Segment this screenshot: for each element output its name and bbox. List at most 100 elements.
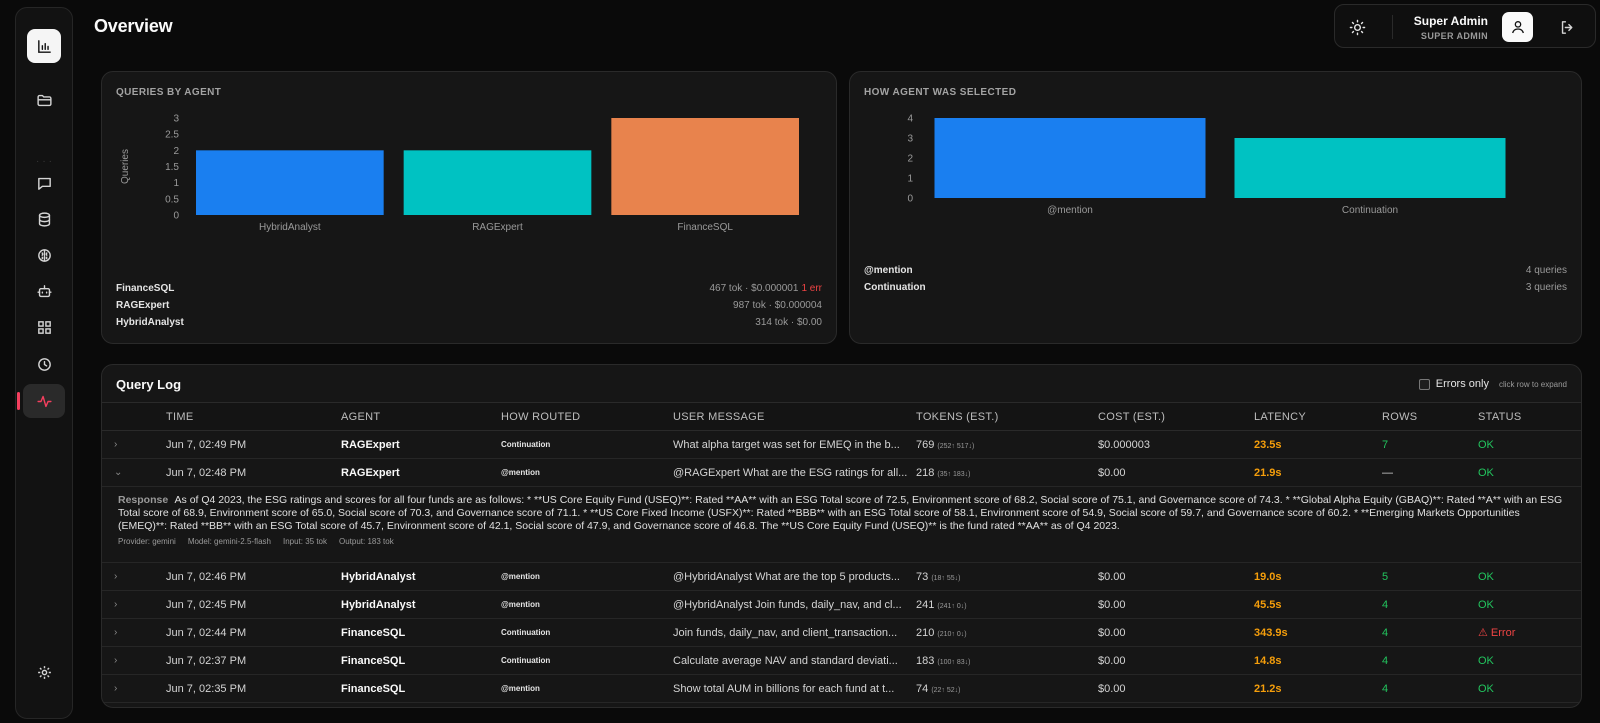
- tokens-detail: (35↑ 183↓): [937, 470, 971, 478]
- legend-name: Continuation: [864, 282, 926, 293]
- y-tick-label: 2: [173, 146, 179, 157]
- legend-value: 4 queries: [1525, 265, 1567, 276]
- legend-name: FinanceSQL: [116, 283, 175, 294]
- cell-time: Jun 7, 02:48 PM: [166, 458, 341, 487]
- response-text: As of Q4 2023, the ESG ratings and score…: [118, 494, 1563, 532]
- cell-tokens: 210 (210↑ 0↓): [916, 618, 1098, 647]
- cell-latency: 45.5s: [1254, 590, 1382, 619]
- cell-how-routed: @mention: [501, 562, 673, 591]
- grid-icon[interactable]: [23, 310, 65, 344]
- tokens-detail: (241↑ 0↓): [937, 602, 967, 610]
- table-row[interactable]: › Jun 7, 02:37 PM FinanceSQL Continuation Ca…: [102, 646, 1581, 675]
- table-row[interactable]: › Jun 7, 02:49 PM RAGExpert Continuation Wha…: [102, 430, 1581, 459]
- bar: [934, 118, 1206, 198]
- tokens-detail: (22↑ 52↓): [931, 686, 961, 694]
- bar: [403, 150, 592, 215]
- legend-item: RAGExpert 987 tok · $0.000004: [116, 300, 822, 314]
- logout-icon[interactable]: [1557, 17, 1577, 37]
- user-role: SUPER ADMIN: [1420, 31, 1488, 41]
- cell-rows: 5: [1382, 562, 1478, 591]
- theme-toggle-sun-icon[interactable]: [1347, 17, 1367, 37]
- brain-icon[interactable]: [23, 238, 65, 272]
- tokens-detail: (100↑ 83↓): [937, 658, 971, 666]
- col-agent: AGENT: [341, 402, 501, 431]
- table-row[interactable]: › Jun 7, 02:44 PM FinanceSQL Continuation Jo…: [102, 618, 1581, 647]
- cell-tokens: 183 (100↑ 83↓): [916, 646, 1098, 675]
- query-log-title: Query Log: [116, 377, 182, 392]
- cell-agent: FinanceSQL: [341, 618, 501, 647]
- cell-agent: FinanceSQL: [341, 646, 501, 675]
- activity-icon[interactable]: [17, 384, 65, 418]
- cell-cost: $0.00: [1098, 674, 1254, 703]
- expanded-response-row: Response As of Q4 2023, the ESG ratings …: [102, 486, 1581, 563]
- tokens-detail: (18↑ 55↓): [931, 574, 961, 582]
- queries-by-agent-svg: 0 0.5 1 1.5 2 2.5 3 Queries HybridAnalyst RAGExpe…: [120, 114, 799, 233]
- cell-rows: 4: [1382, 590, 1478, 619]
- chevron-right-icon[interactable]: ›: [102, 590, 166, 619]
- database-icon[interactable]: [23, 202, 65, 236]
- query-log-table: TIME AGENT HOW ROUTED USER MESSAGE TOKEN…: [102, 402, 1581, 703]
- logo-chart-icon[interactable]: [27, 29, 61, 63]
- legend-item: FinanceSQL 467 tok · $0.000001 1 err: [116, 283, 822, 297]
- tokens-total: 210: [916, 626, 935, 639]
- legend-name: @mention: [864, 265, 913, 276]
- queries-by-agent-title: QUERIES BY AGENT: [116, 87, 222, 98]
- col-status: STATUS: [1478, 402, 1581, 431]
- chevron-right-icon[interactable]: ›: [102, 674, 166, 703]
- response-cell: Response As of Q4 2023, the ESG ratings …: [102, 486, 1581, 563]
- cell-tokens: 74 (22↑ 52↓): [916, 674, 1098, 703]
- agent-selection-title: HOW AGENT WAS SELECTED: [864, 87, 1017, 98]
- cell-agent: HybridAnalyst: [341, 562, 501, 591]
- status-badge: OK: [1478, 646, 1581, 675]
- response-text-block: Response As of Q4 2023, the ESG ratings …: [118, 494, 1567, 532]
- errors-only-filter: Errors only click row to expand: [1418, 378, 1567, 390]
- legend-name: HybridAnalyst: [116, 317, 184, 328]
- cell-rows: —: [1382, 458, 1478, 487]
- y-tick-label: 1: [907, 174, 913, 185]
- table-row[interactable]: ⌄ Jun 7, 02:48 PM RAGExpert @mention @RAGExp…: [102, 458, 1581, 487]
- chevron-right-icon[interactable]: ›: [102, 562, 166, 591]
- tokens-detail: (210↑ 0↓): [937, 630, 967, 638]
- bar: [196, 150, 384, 215]
- table-row[interactable]: › Jun 7, 02:35 PM FinanceSQL @mention Show t…: [102, 674, 1581, 703]
- table-row[interactable]: › Jun 7, 02:46 PM HybridAnalyst @mention @Hy…: [102, 562, 1581, 591]
- y-tick-label: 1.5: [165, 162, 179, 173]
- agent-selection-svg: 0 1 2 3 4 @mention Continuation: [907, 114, 1506, 216]
- chat-icon[interactable]: [23, 166, 65, 200]
- cell-how-routed: Continuation: [501, 430, 673, 459]
- bot-icon[interactable]: [23, 274, 65, 308]
- col-expand: [102, 402, 166, 431]
- cell-cost: $0.00: [1098, 646, 1254, 675]
- y-tick-label: 1: [173, 178, 179, 189]
- status-badge: OK: [1478, 590, 1581, 619]
- cell-user-message: @HybridAnalyst Join funds, daily_nav, an…: [673, 590, 916, 619]
- cell-agent: HybridAnalyst: [341, 590, 501, 619]
- clock-icon[interactable]: [23, 347, 65, 381]
- y-tick-label: 0: [907, 194, 913, 205]
- y-tick-label: 2: [907, 154, 913, 165]
- avatar[interactable]: [1502, 12, 1533, 42]
- legend-item: HybridAnalyst 314 tok · $0.00: [116, 317, 822, 331]
- col-how-routed: HOW ROUTED: [501, 402, 673, 431]
- chevron-right-icon[interactable]: ›: [102, 430, 166, 459]
- status-badge: OK: [1478, 430, 1581, 459]
- x-tick-label: @mention: [1047, 205, 1093, 216]
- cell-cost: $0.00: [1098, 590, 1254, 619]
- cell-cost: $0.00: [1098, 562, 1254, 591]
- meta-output: Output: 183 tok: [339, 537, 394, 547]
- chevron-right-icon[interactable]: ›: [102, 618, 166, 647]
- settings-icon[interactable]: [23, 655, 65, 689]
- errors-only-label[interactable]: Errors only: [1435, 378, 1489, 390]
- chevron-down-icon[interactable]: ⌄: [102, 458, 166, 487]
- cell-rows: 7: [1382, 430, 1478, 459]
- folder-icon[interactable]: [23, 83, 65, 117]
- table-row[interactable]: › Jun 7, 02:45 PM HybridAnalyst @mention @Hy…: [102, 590, 1581, 619]
- x-tick-label: FinanceSQL: [677, 222, 733, 233]
- errors-only-checkbox[interactable]: [1418, 378, 1430, 390]
- cell-tokens: 769 (252↑ 517↓): [916, 430, 1098, 459]
- tokens-total: 218: [916, 466, 935, 479]
- chevron-right-icon[interactable]: ›: [102, 646, 166, 675]
- cell-tokens: 241 (241↑ 0↓): [916, 590, 1098, 619]
- status-badge: OK: [1478, 562, 1581, 591]
- y-tick-label: 3: [907, 134, 913, 145]
